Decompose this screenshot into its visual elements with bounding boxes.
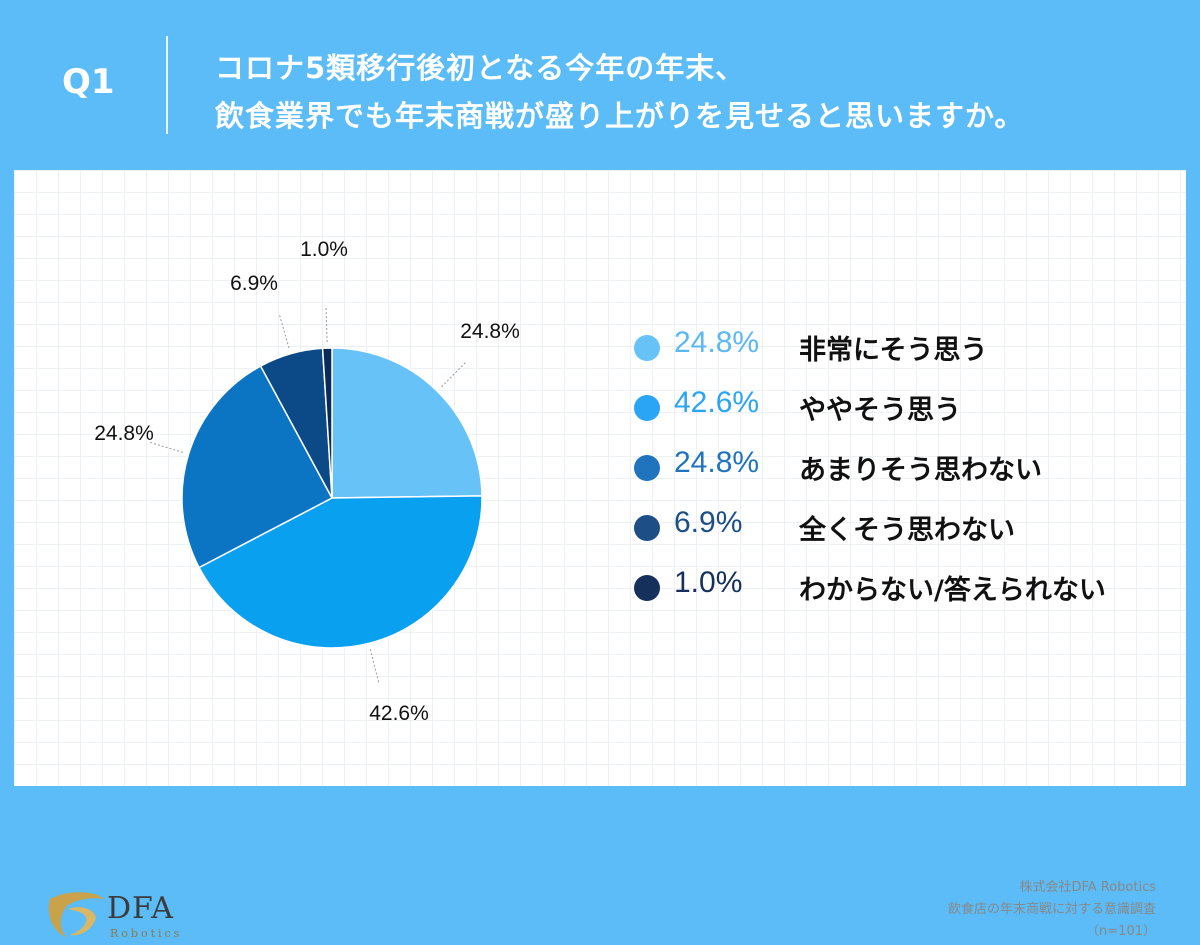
legend-percent: 24.8% — [674, 446, 760, 479]
leader-line — [369, 649, 380, 683]
legend-item: 6.9% 全くそう思わない — [634, 500, 1174, 560]
legend-swatch-icon — [634, 395, 660, 421]
pie-slice — [321, 347, 333, 499]
legend-percent: 42.6% — [674, 386, 760, 419]
slice-data-label: 1.0% — [300, 238, 348, 261]
header-divider — [166, 36, 168, 134]
slice-data-label: 24.8% — [94, 422, 154, 445]
legend-label: ややそう思う — [799, 395, 961, 426]
legend-label: 非常にそう思う — [799, 335, 988, 366]
header: Q1 コロナ5類移行後初となる今年の年末、 飲食業界でも年末商戦が盛り上がりを見… — [0, 0, 1200, 170]
logo-text: DFA — [107, 891, 174, 926]
pie-slice — [331, 347, 483, 499]
legend-label: わからない/答えられない — [799, 575, 1106, 606]
legend-label: 全くそう思わない — [799, 515, 1015, 546]
slice-data-label: 42.6% — [369, 702, 429, 725]
legend-item: 24.8% 非常にそう思う — [634, 320, 1174, 380]
question-line-1: コロナ5類移行後初となる今年の年末、 — [215, 51, 746, 85]
logo-mark-icon — [48, 892, 104, 937]
legend-swatch-icon — [634, 335, 660, 361]
legend-label: あまりそう思わない — [799, 455, 1042, 486]
leader-line — [279, 315, 290, 349]
legend-item: 42.6% ややそう思う — [634, 380, 1174, 440]
legend: 24.8% 非常にそう思う 42.6% ややそう思う 24.8% あまりそう思わない 6.9… — [634, 320, 1174, 620]
legend-item: 24.8% あまりそう思わない — [634, 440, 1174, 500]
legend-item: 1.0% わからない/答えられない — [634, 560, 1174, 620]
legend-swatch-icon — [634, 575, 660, 601]
leader-line — [441, 362, 466, 388]
source-company: 株式会社DFA Robotics — [1019, 880, 1156, 895]
question-number: Q1 — [62, 62, 115, 102]
pie-chart: 24.8% 42.6% 24.8% 6.9% 1.0% — [94, 238, 520, 725]
chart-panel: 24.8% 42.6% 24.8% 6.9% 1.0% 24.8% 非常にそう思う 42.6… — [14, 170, 1186, 940]
source-note: 株式会社DFA Robotics 飲食店の年末商戦に対する意識調査 （n=101… — [948, 877, 1156, 943]
question-line-2: 飲食業界でも年末商戦が盛り上がりを見せると思いますか。 — [215, 99, 1025, 133]
pie-slice — [198, 495, 483, 649]
pie-slice — [181, 365, 334, 569]
leader-line — [325, 308, 328, 343]
legend-swatch-icon — [634, 455, 660, 481]
company-logo: DFA Robotics — [44, 885, 204, 945]
slice-data-label: 6.9% — [230, 272, 278, 295]
slice-data-label: 24.8% — [460, 320, 520, 343]
leader-line — [150, 441, 183, 453]
source-sample: （n=101） — [1086, 924, 1156, 939]
legend-swatch-icon — [634, 515, 660, 541]
legend-percent: 24.8% — [674, 326, 760, 359]
legend-percent: 1.0% — [674, 566, 743, 599]
question-text: コロナ5類移行後初となる今年の年末、 飲食業界でも年末商戦が盛り上がりを見せると… — [215, 44, 1175, 140]
source-survey: 飲食店の年末商戦に対する意識調査 — [947, 902, 1156, 917]
logo-subtext: Robotics — [110, 927, 183, 940]
legend-percent: 6.9% — [674, 506, 743, 539]
